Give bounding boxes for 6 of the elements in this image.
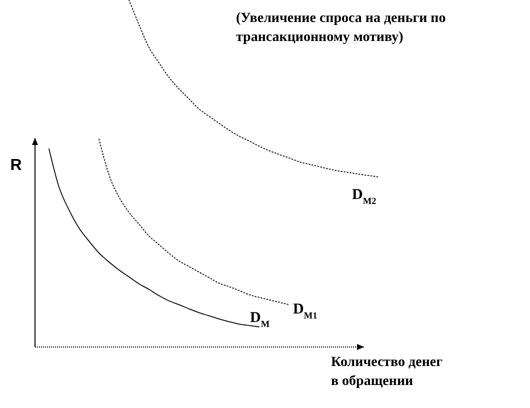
annotation: (Увеличение спроса на деньги по трансакционному мотиву) <box>236 11 446 45</box>
x-axis-title: Количество денег в обращении <box>331 355 442 389</box>
series-label: D$_{M}$ <box>250 310 270 330</box>
series-label: D$_{M2}$ <box>352 186 377 207</box>
series-label: D$_{M1}$ <box>293 302 318 322</box>
y-axis-title: R <box>10 157 22 174</box>
